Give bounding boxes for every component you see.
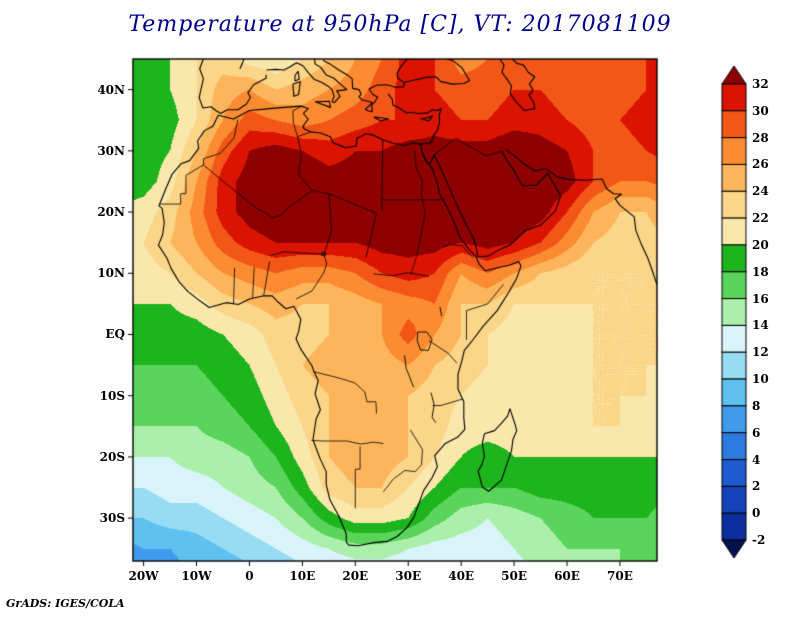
x-tick-label: 20W — [128, 569, 159, 583]
colorbar-tick-label: 26 — [752, 157, 769, 172]
x-tick-label: 20E — [342, 569, 369, 583]
x-tick-label: 0 — [245, 569, 254, 583]
colorbar-tick-label: 10 — [752, 372, 769, 387]
colorbar-tick-label: 6 — [752, 425, 761, 440]
x-tick-label: 40E — [448, 569, 475, 583]
y-tick-label: 40N — [97, 82, 125, 97]
x-tick-label: 10W — [181, 569, 212, 583]
x-tick-label: 10E — [289, 569, 316, 583]
colorbar-tick-label: 12 — [752, 345, 769, 360]
y-tick-label: EQ — [105, 327, 125, 342]
y-tick-label: 10S — [99, 388, 125, 403]
x-tick-label: 70E — [607, 569, 633, 583]
colorbar-tick-label: 22 — [752, 211, 769, 226]
x-tick-label: 50E — [501, 569, 527, 583]
y-tick-label: 30S — [99, 511, 125, 526]
colorbar-tick-label: 16 — [752, 291, 769, 306]
colorbar-tick-label: 18 — [752, 264, 769, 279]
colorbar-tick-label: 14 — [752, 318, 769, 333]
colorbar-tick-label: -2 — [752, 533, 766, 547]
credit-text: GrADS: IGES/COLA — [6, 597, 125, 610]
y-tick-label: 30N — [97, 143, 125, 158]
colorbar-tick-label: 8 — [752, 398, 761, 413]
chart-title: Temperature at 950hPa [C], VT: 201708110… — [128, 12, 672, 37]
colorbar-tick-label: 20 — [752, 237, 769, 252]
colorbar-tick-label: 28 — [752, 130, 769, 145]
colorbar-tick-label: 4 — [752, 452, 761, 467]
y-tick-label: 10N — [97, 266, 125, 281]
y-tick-label: 20N — [97, 205, 125, 220]
x-tick-label: 30E — [395, 569, 422, 583]
colorbar-tick-label: 30 — [752, 103, 769, 118]
x-tick-label: 60E — [554, 569, 580, 583]
y-tick-label: 20S — [99, 449, 125, 464]
colorbar-tick-label: 0 — [752, 506, 761, 521]
colorbar-tick-label: 2 — [752, 479, 761, 494]
colorbar-tick-label: 24 — [752, 184, 769, 199]
colorbar-tick-label: 32 — [752, 77, 769, 91]
